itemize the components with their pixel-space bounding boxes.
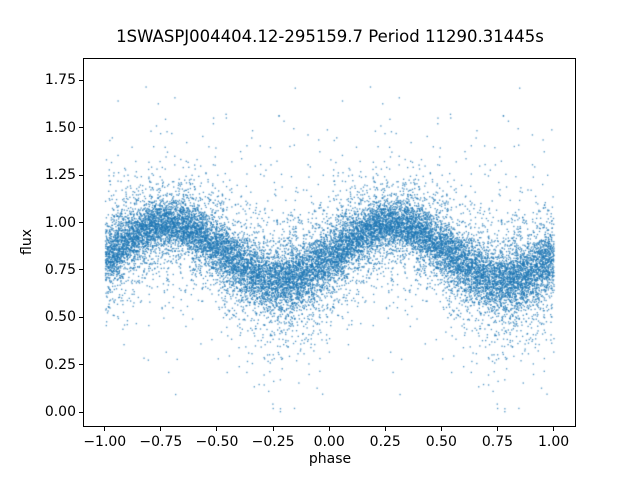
x-tick-mark: [496, 427, 498, 431]
x-tick-mark: [216, 427, 218, 431]
plot-area: [83, 58, 576, 427]
y-axis-label: flux: [19, 229, 35, 255]
x-tick-label: −1.00: [83, 434, 127, 450]
y-tick-mark: [79, 127, 83, 129]
y-tick-label: 0.25: [44, 356, 76, 373]
x-tick-mark: [272, 427, 274, 431]
y-tick-label: 0.00: [44, 404, 76, 421]
x-axis-label: phase: [308, 451, 352, 467]
x-tick-mark: [104, 427, 106, 431]
x-tick-label: −0.75: [139, 434, 183, 450]
x-tick-label: 0.75: [481, 434, 514, 450]
x-tick-mark: [160, 427, 162, 431]
y-tick-mark: [79, 316, 83, 318]
y-tick-mark: [79, 174, 83, 176]
y-tick-label: 1.00: [44, 214, 76, 231]
y-tick-mark: [79, 364, 83, 366]
chart-title: 1SWASPJ004404.12-295159.7 Period 11290.3…: [116, 27, 544, 46]
x-tick-label: 0.50: [425, 434, 457, 450]
x-tick-mark: [328, 427, 330, 431]
y-tick-label: 0.75: [44, 261, 76, 278]
y-tick-mark: [79, 269, 83, 271]
y-tick-label: 0.50: [44, 309, 76, 326]
y-tick-mark: [79, 79, 83, 81]
x-tick-label: 1.00: [537, 434, 570, 450]
scatter-points-canvas: [84, 59, 575, 426]
y-tick-label: 1.75: [44, 72, 76, 89]
y-tick-label: 1.50: [44, 119, 76, 136]
x-tick-label: −0.25: [251, 434, 295, 450]
x-tick-mark: [384, 427, 386, 431]
x-tick-mark: [553, 427, 555, 431]
y-tick-mark: [79, 222, 83, 224]
y-tick-mark: [79, 411, 83, 413]
x-tick-label: −0.50: [195, 434, 239, 450]
x-tick-label: 0.00: [313, 434, 345, 450]
x-tick-mark: [440, 427, 442, 431]
x-tick-label: 0.25: [369, 434, 401, 450]
y-tick-label: 1.25: [44, 167, 76, 184]
